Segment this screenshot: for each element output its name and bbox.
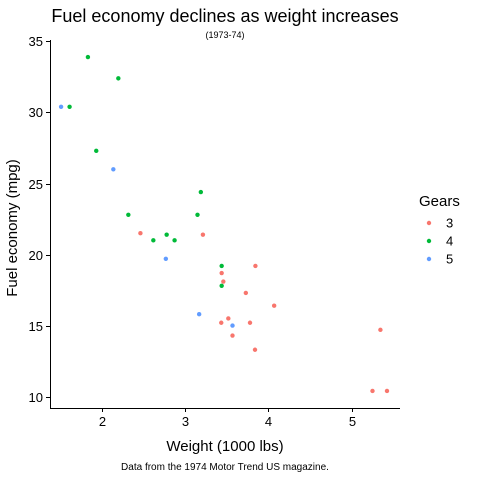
data-point-gear-4 — [195, 213, 199, 217]
legend-key-gear-4 — [427, 239, 431, 243]
legend: Gears 3 4 5 — [419, 193, 460, 267]
data-point-gear-4 — [94, 149, 98, 153]
data-point-gear-4 — [172, 238, 176, 242]
data-point-gear-3 — [272, 303, 276, 307]
data-point-gear-3 — [385, 389, 389, 393]
legend-label-gear-5: 5 — [446, 252, 453, 267]
data-point-gear-3 — [219, 271, 223, 275]
data-point-gear-3 — [248, 321, 252, 325]
y-tick-label: 10 — [29, 390, 43, 405]
data-point-gear-4 — [151, 238, 155, 242]
legend-title: Gears — [419, 193, 460, 210]
y-tick-label: 35 — [29, 34, 43, 49]
data-point-gear-3 — [219, 321, 223, 325]
legend-key-gear-5 — [427, 257, 431, 261]
data-point-gear-5 — [164, 257, 168, 261]
legend-key-gear-3 — [427, 221, 431, 225]
data-point-gear-4 — [126, 213, 130, 217]
y-axis-label: Fuel economy (mpg) — [4, 159, 21, 297]
data-point-gear-3 — [230, 333, 234, 337]
data-point-gear-4 — [116, 76, 120, 80]
x-tick-label: 2 — [99, 414, 106, 429]
legend-label-gear-4: 4 — [446, 234, 453, 249]
y-tick-label: 20 — [29, 248, 43, 263]
data-point-gear-4 — [219, 264, 223, 268]
x-tick-label: 3 — [182, 414, 189, 429]
x-axis-ticks: 2 3 4 5 — [99, 408, 356, 429]
data-point-gear-3 — [201, 232, 205, 236]
legend-label-gear-3: 3 — [446, 216, 453, 231]
data-point-gear-5 — [197, 312, 201, 316]
x-tick-label: 4 — [265, 414, 272, 429]
y-tick-label: 30 — [29, 105, 43, 120]
chart-caption: Data from the 1974 Motor Trend US magazi… — [121, 462, 329, 473]
data-point-gear-4 — [67, 105, 71, 109]
data-point-gear-3 — [253, 264, 257, 268]
y-tick-label: 15 — [29, 319, 43, 334]
x-tick-label: 5 — [349, 414, 356, 429]
data-point-gear-3 — [253, 348, 257, 352]
data-point-gear-4 — [199, 190, 203, 194]
plot-area — [59, 55, 389, 393]
data-point-gear-4 — [219, 284, 223, 288]
data-point-gear-3 — [370, 389, 374, 393]
data-point-gear-3 — [244, 291, 248, 295]
data-point-gear-4 — [164, 232, 168, 236]
data-point-gear-3 — [221, 279, 225, 283]
data-point-gear-5 — [59, 105, 63, 109]
chart-title: Fuel economy declines as weight increase… — [51, 6, 398, 26]
y-tick-label: 25 — [29, 177, 43, 192]
data-point-gear-3 — [138, 231, 142, 235]
data-point-gear-3 — [226, 316, 230, 320]
data-point-gear-4 — [86, 55, 90, 59]
data-point-gear-3 — [378, 328, 382, 332]
data-point-gear-5 — [230, 323, 234, 327]
y-axis-ticks: 10 15 20 25 30 35 — [29, 34, 50, 405]
x-axis-label: Weight (1000 lbs) — [166, 438, 283, 455]
chart-subtitle: (1973-74) — [205, 30, 244, 40]
data-point-gear-5 — [111, 167, 115, 171]
